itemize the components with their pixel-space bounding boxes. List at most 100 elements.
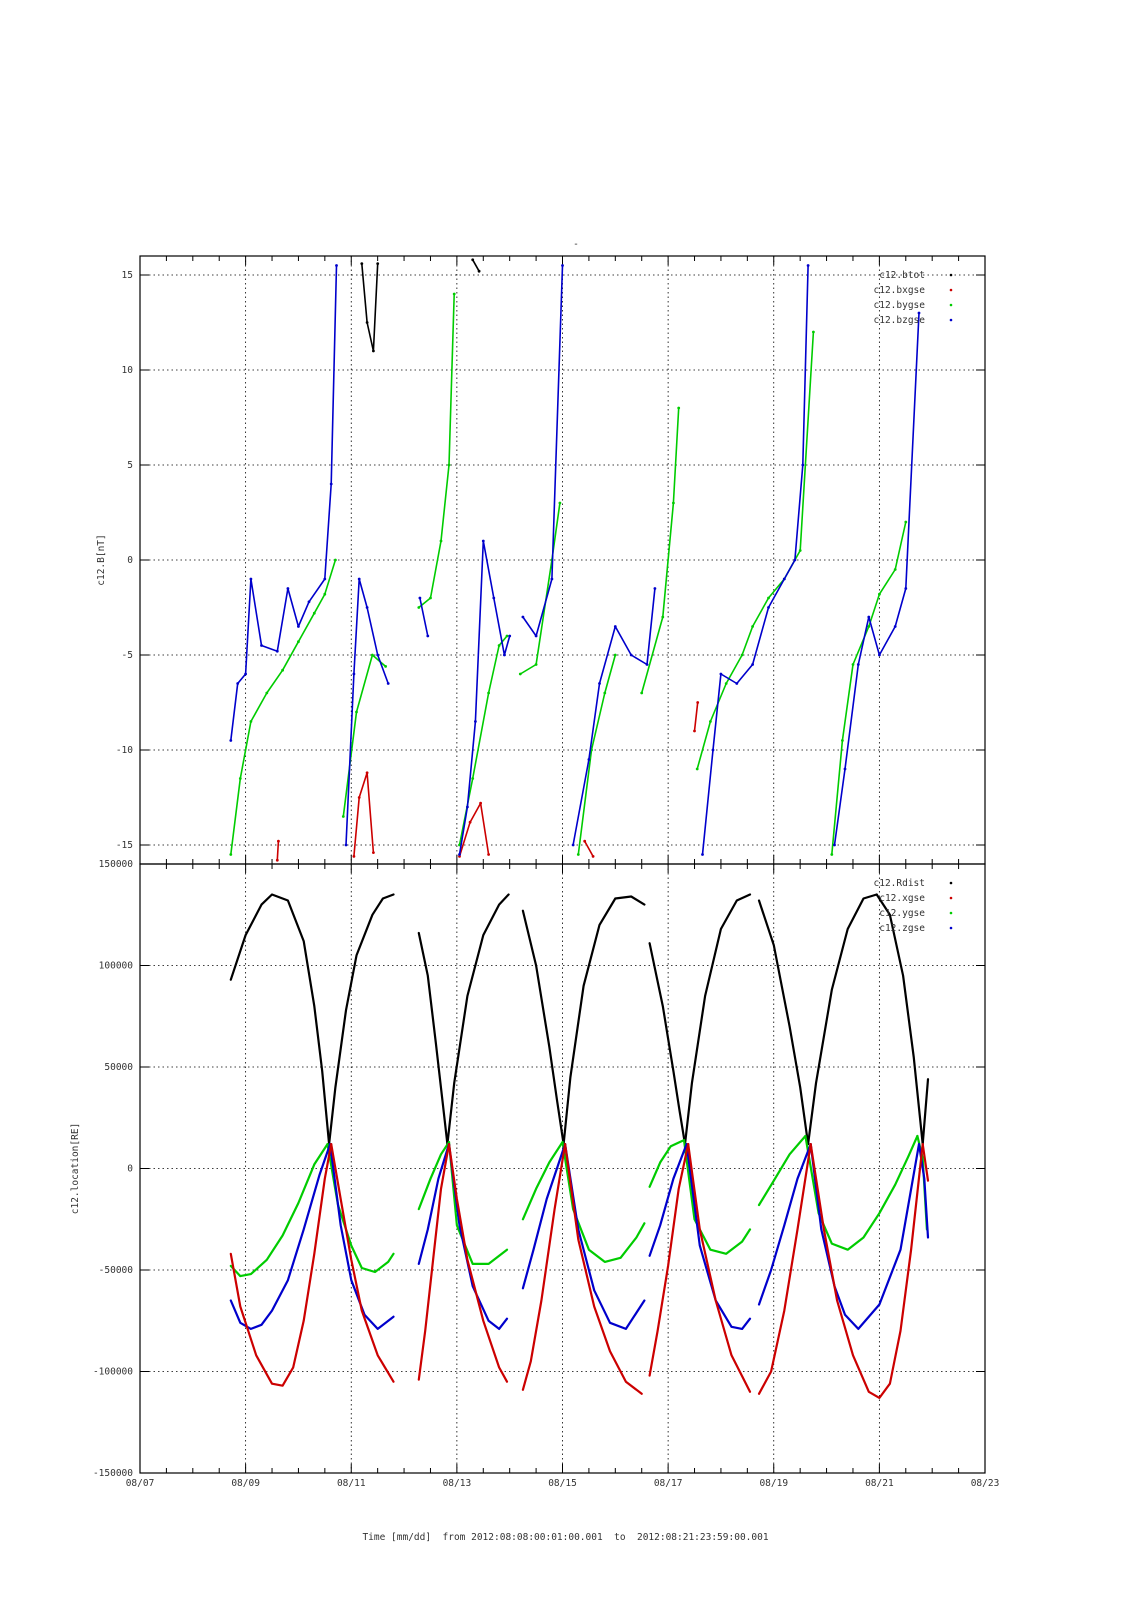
y-tick-label: -150000 [93,1468,133,1479]
data-point [576,853,580,856]
data-point [297,640,300,644]
series-segment [583,840,594,858]
series-segment [648,1142,690,1377]
series-segment [648,1138,686,1188]
series-segment [230,264,338,742]
data-point [236,682,240,685]
legend-marker [949,881,953,885]
y-tick-label: 150000 [99,859,134,870]
data-point [471,777,475,780]
y-tick-label: 100000 [99,961,134,972]
y-axis-label: c12.location[RE] [70,1123,81,1215]
series-segment [522,264,564,637]
data-point [603,691,607,695]
series-segment [521,1142,567,1391]
legend-marker [949,896,953,900]
data-point [867,615,871,619]
series-c12-zgse [229,1142,930,1331]
data-point [357,577,361,581]
series-segment [329,1142,395,1331]
data-point [418,596,422,600]
data-point [471,258,475,262]
data-point [468,820,472,824]
x-tick-label: 08/13 [443,1478,472,1489]
data-point [645,663,649,666]
series-segment [757,1142,812,1395]
legend-label: c12.ygse [879,908,925,919]
data-point [561,264,564,267]
data-point [372,349,375,353]
series-segment [417,931,449,1146]
data-point [487,691,490,695]
x-tick-label: 08/07 [126,1478,155,1489]
series-segment [229,893,331,1146]
series-segment [806,893,878,1146]
data-point [335,264,338,267]
data-point [503,653,506,657]
top-title: - [573,239,579,250]
series-segment [648,942,687,1146]
data-point [323,577,327,581]
data-point [492,596,496,600]
data-point [238,777,242,780]
series-segment [417,293,456,609]
y-tick-label: -50000 [99,1265,134,1276]
data-point [497,644,501,647]
data-point [640,691,644,695]
data-point [740,653,744,657]
series-segment [809,1142,924,1400]
data-point [260,644,263,647]
data-point [767,606,770,609]
y-tick-label: -10 [116,745,133,756]
legend-label: c12.bygse [874,300,926,311]
y-tick-label: 50000 [104,1062,133,1073]
data-point [477,269,481,273]
legend-label: c12.btot [879,270,925,281]
location-panel: -150000 -100000 -50000 0 50000 100000 150000 08… [70,859,999,1489]
data-point [653,587,657,590]
data-point [487,853,490,856]
legend-label: c12.bxgse [874,285,926,296]
data-point [711,748,715,752]
data-point [312,611,316,615]
data-point [429,596,432,600]
data-point [904,520,908,524]
series-segment [276,840,280,862]
data-point [613,653,617,657]
series-segment [757,899,810,1146]
data-point [893,568,897,571]
data-point [917,311,921,315]
series-segment [229,1142,333,1387]
series-segment [360,262,379,352]
data-point [893,625,897,628]
series-c12-xgse [229,1142,930,1400]
series-segment [563,1142,643,1395]
data-point [244,672,248,676]
data-point [867,625,871,628]
data-point [360,262,364,265]
data-point [583,839,587,843]
y-tick-label: 5 [127,460,133,471]
y-tick-label: -15 [116,840,133,851]
series-segment [419,597,429,637]
series-c12-ygse [229,1134,929,1278]
data-point [719,672,723,676]
series-segment [330,1142,395,1383]
series-segment [447,1142,509,1331]
data-point [352,855,356,858]
series-segment [447,1142,509,1383]
series-segment [447,1140,509,1266]
legend-marker [949,288,953,292]
data-point [458,853,461,856]
data-point [833,843,836,847]
legend-label: c12.zgse [879,923,925,934]
data-point [696,701,700,704]
data-point [275,858,279,862]
data-point [751,663,754,666]
series-segment [417,1142,451,1266]
data-point [505,634,509,638]
data-point [371,653,374,657]
series-segment [693,701,699,732]
data-point [830,853,834,856]
data-point [735,682,739,685]
